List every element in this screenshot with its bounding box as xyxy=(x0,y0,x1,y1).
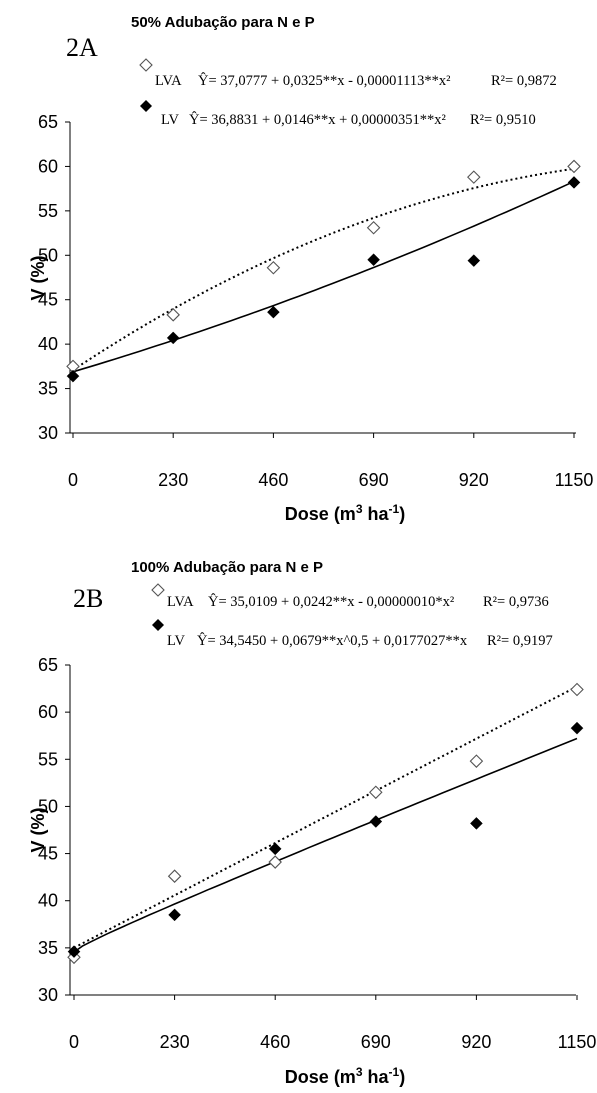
chart-title-2a: 50% Adubação para N e P xyxy=(131,14,315,31)
legend-equation-lv-2b: Ŷ= 34,5450 + 0,0679**x^0,5 + 0,0177027**… xyxy=(197,632,468,649)
trend-lines-2b xyxy=(73,685,578,953)
x-axis-label-2b: Dose (m3 ha-1) xyxy=(285,1065,405,1087)
trend-line-lv xyxy=(73,737,578,953)
data-point-lv xyxy=(570,721,584,735)
legend-2a: LVA Ŷ= 37,0777 + 0,0325**x - 0,00001113*… xyxy=(139,58,557,128)
legend-r2-lva-2a: R²= 0,9872 xyxy=(491,73,557,89)
x-tick-label: 690 xyxy=(361,1032,391,1052)
data-point-lv xyxy=(67,945,81,958)
chart-title-2b: 100% Adubação para N e P xyxy=(131,559,323,576)
panel-2a: 50% Adubação para N e P 2A LVA Ŷ= 37,077… xyxy=(28,14,593,524)
x-tick-label: 1150 xyxy=(558,1032,597,1052)
y-tick-label: 40 xyxy=(38,891,58,911)
data-point-lv xyxy=(268,842,282,856)
data-point-lva xyxy=(366,220,381,235)
legend-marker-lva-2a xyxy=(139,58,153,72)
y-tick-label: 50 xyxy=(38,796,58,816)
y-tick-label: 60 xyxy=(38,702,58,722)
data-point-lv xyxy=(166,331,180,345)
legend-entry-lv-2b: LV Ŷ= 34,5450 + 0,0679**x^0,5 + 0,017702… xyxy=(167,632,553,649)
y-tick-label: 55 xyxy=(38,201,58,221)
data-point-lva xyxy=(166,308,180,322)
legend-label-lv-2b: LV xyxy=(167,633,186,649)
data-points-2a xyxy=(66,159,581,383)
y-tick-label: 45 xyxy=(38,290,58,310)
y-tick-label: 60 xyxy=(38,156,58,176)
data-point-lva xyxy=(567,159,581,174)
data-point-lva xyxy=(369,785,383,800)
legend-entry-lv-2a: LV Ŷ= 36,8831 + 0,0146**x + 0,00000351**… xyxy=(161,111,536,128)
panel-label-2b: 2B xyxy=(73,584,103,613)
x-ticks-2a: 0 230 460 690 920 1150 xyxy=(68,433,593,490)
legend-label-lva-2a: LVA xyxy=(155,73,182,89)
legend-r2-lva-2b: R²= 0,9736 xyxy=(483,594,549,610)
y-tick-label: 55 xyxy=(38,749,58,769)
data-point-lv xyxy=(467,254,481,267)
x-tick-label: 1150 xyxy=(555,470,594,490)
x-tick-label: 230 xyxy=(160,1032,190,1052)
y-tick-label: 40 xyxy=(38,334,58,354)
data-point-lv xyxy=(367,253,380,267)
x-tick-label: 690 xyxy=(359,470,389,490)
y-tick-label: 35 xyxy=(38,938,58,958)
legend-2b: LVA Ŷ= 35,0109 + 0,0242**x - 0,00000010*… xyxy=(151,583,553,649)
data-point-lv xyxy=(267,305,280,319)
data-points-2b xyxy=(67,682,584,965)
data-point-lva xyxy=(167,869,182,883)
legend-equation-lv-2a: Ŷ= 36,8831 + 0,0146**x + 0,00000351**x² xyxy=(189,111,447,128)
legend-equation-lva-2a: Ŷ= 37,0777 + 0,0325**x - 0,00001113**x² xyxy=(198,72,451,89)
x-tick-label: 920 xyxy=(461,1032,491,1052)
legend-entry-lva-2a: LVA Ŷ= 37,0777 + 0,0325**x - 0,00001113*… xyxy=(155,72,557,89)
x-axis-label-2a: Dose (m3 ha-1) xyxy=(285,502,405,524)
legend-marker-lv-2b xyxy=(152,619,164,631)
panel-2b: 100% Adubação para N e P 2B LVA Ŷ= 35,01… xyxy=(28,559,596,1087)
x-tick-label: 230 xyxy=(158,470,188,490)
trend-line-lv xyxy=(72,180,575,373)
y-tick-label: 30 xyxy=(38,423,58,443)
data-point-lv xyxy=(369,815,383,828)
trend-line-lva xyxy=(73,685,578,949)
legend-r2-lv-2a: R²= 0,9510 xyxy=(470,112,536,128)
x-tick-label: 460 xyxy=(260,1032,290,1052)
y-tick-label: 30 xyxy=(38,985,58,1005)
trend-line-lva xyxy=(72,167,575,371)
y-axis-label-2a: V (%) xyxy=(28,255,48,300)
data-point-lv xyxy=(66,369,80,383)
legend-entry-lva-2b: LVA Ŷ= 35,0109 + 0,0242**x - 0,00000010*… xyxy=(167,593,549,610)
legend-equation-lva-2b: Ŷ= 35,0109 + 0,0242**x - 0,00000010*x² xyxy=(208,593,455,610)
y-tick-label: 45 xyxy=(38,844,58,864)
y-ticks-2b: 30 35 40 45 50 55 60 65 xyxy=(38,655,70,1005)
data-point-lva xyxy=(268,855,282,869)
legend-marker-lv-2a xyxy=(140,100,152,112)
trend-lines-2a xyxy=(72,167,575,373)
legend-label-lva-2b: LVA xyxy=(167,594,194,610)
y-tick-label: 65 xyxy=(38,112,58,132)
x-tick-label: 0 xyxy=(68,470,78,490)
y-tick-label: 50 xyxy=(38,245,58,265)
x-ticks-2b: 0 230 460 690 920 1150 xyxy=(69,995,596,1052)
data-point-lva xyxy=(467,170,481,184)
legend-label-lv-2a: LV xyxy=(161,112,180,128)
y-ticks-2a: 30 35 40 45 50 55 60 65 xyxy=(38,112,70,443)
data-point-lva xyxy=(469,754,484,768)
x-tick-label: 460 xyxy=(258,470,288,490)
x-tick-label: 0 xyxy=(69,1032,79,1052)
y-tick-label: 65 xyxy=(38,655,58,675)
y-tick-label: 35 xyxy=(38,379,58,399)
data-point-lv xyxy=(470,817,483,830)
panel-label-2a: 2A xyxy=(66,33,98,62)
legend-marker-lva-2b xyxy=(151,583,165,597)
data-point-lv xyxy=(168,908,181,922)
data-point-lv xyxy=(567,176,581,189)
data-point-lva xyxy=(570,682,584,697)
data-point-lva xyxy=(266,260,281,275)
x-tick-label: 920 xyxy=(459,470,489,490)
legend-r2-lv-2b: R²= 0,9197 xyxy=(487,633,553,649)
y-axis-label-2b: V (%) xyxy=(28,807,48,852)
